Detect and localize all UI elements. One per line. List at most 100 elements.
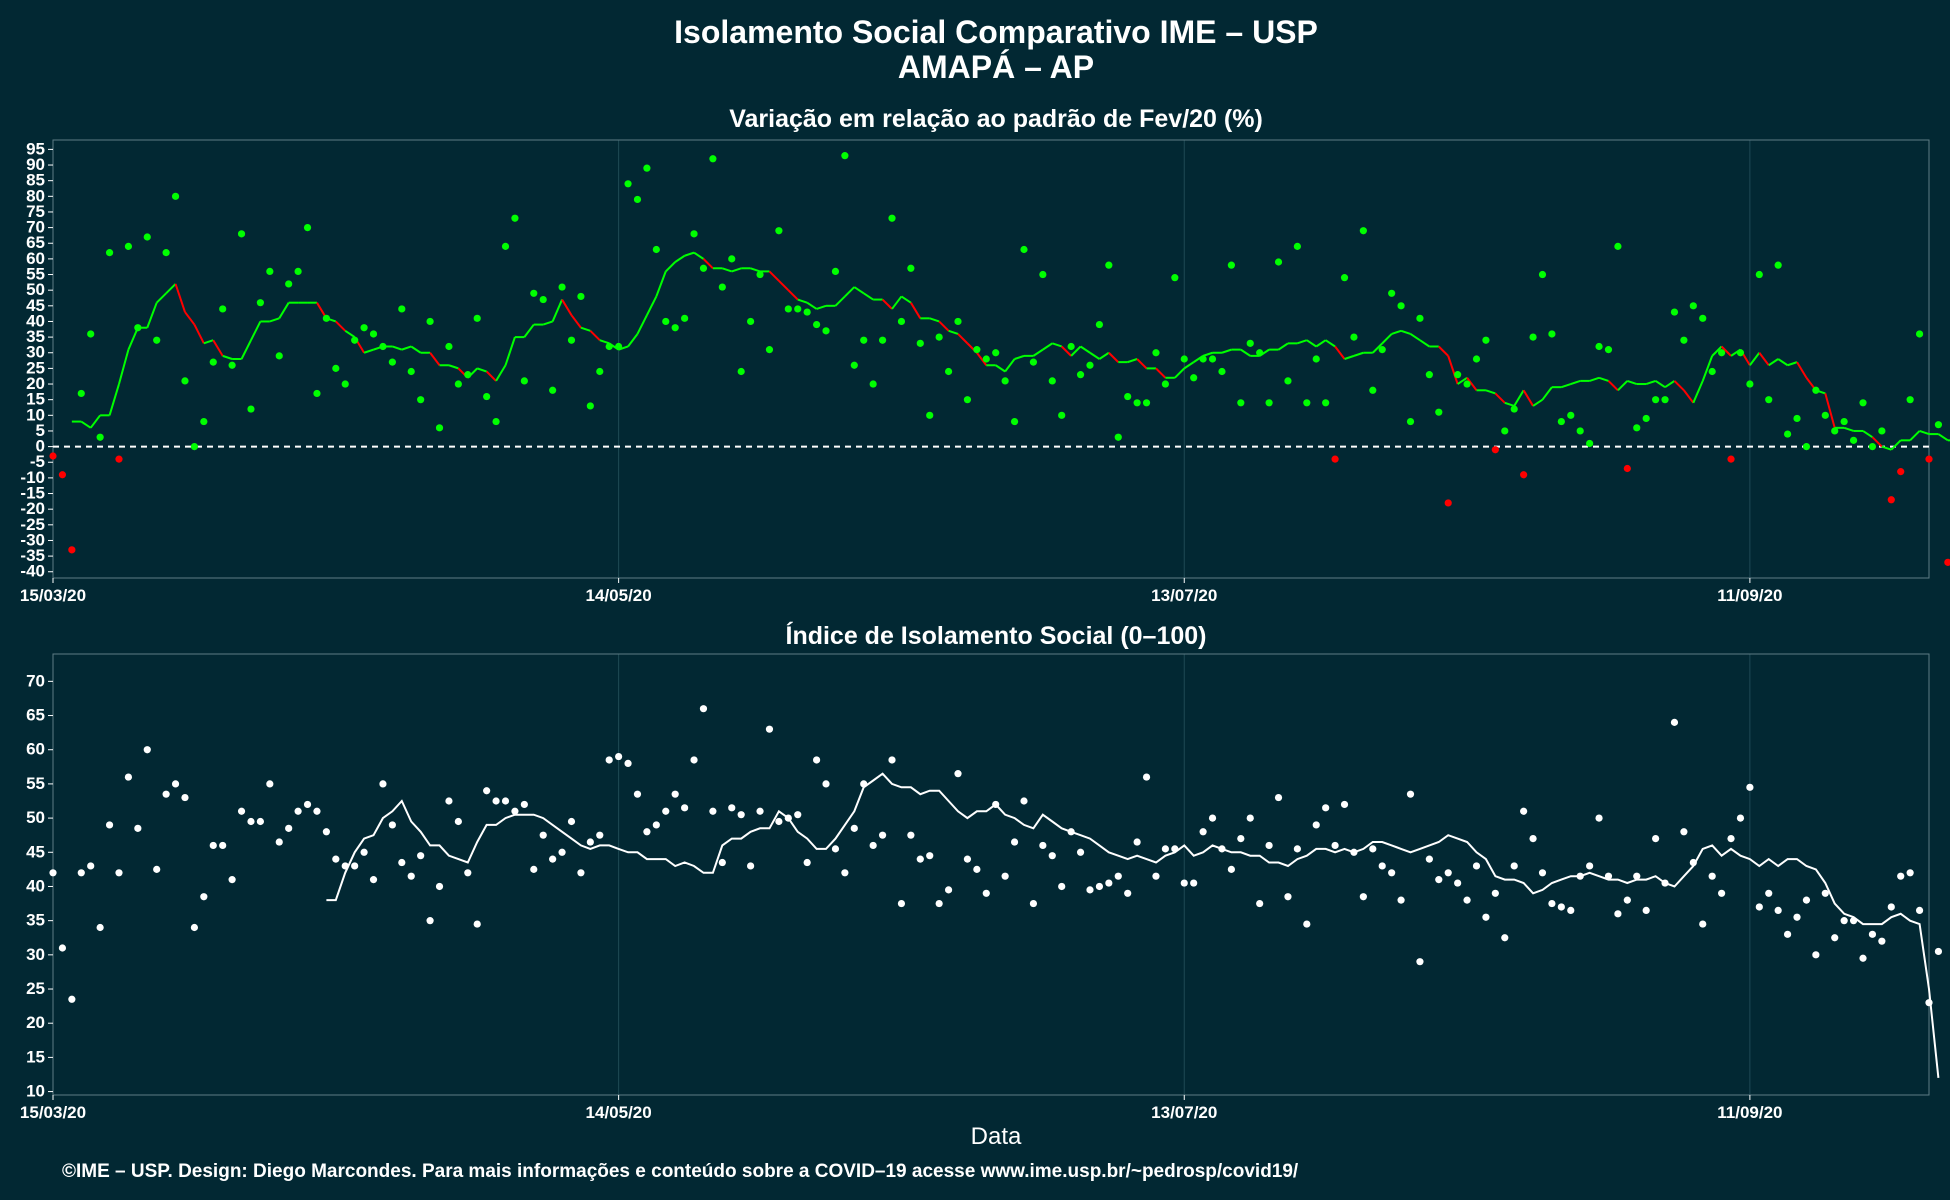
data-point [285, 824, 293, 832]
moving-average-segment [1843, 426, 1854, 432]
moving-average-segment [995, 364, 1006, 373]
moving-average-segment [174, 283, 186, 313]
moving-average-segment [1768, 358, 1779, 367]
x-tick-label: 15/03/20 [20, 586, 86, 605]
data-point [709, 807, 717, 815]
moving-average-segment [957, 333, 969, 345]
data-point [68, 546, 76, 554]
moving-average-segment [1645, 379, 1656, 385]
y-tick-label: 15 [26, 1047, 45, 1066]
data-point [1934, 947, 1943, 956]
data-point [1293, 845, 1301, 853]
y-tick-label: 70 [26, 671, 45, 690]
data-point [520, 377, 528, 385]
data-point [1406, 790, 1415, 798]
moving-average-segment [910, 302, 922, 319]
data-point [1944, 558, 1950, 566]
data-point [775, 817, 783, 826]
data-point [1708, 872, 1716, 880]
moving-average-segment [948, 329, 959, 335]
data-point [1105, 879, 1113, 887]
data-point [1237, 835, 1245, 843]
data-point [822, 780, 830, 788]
data-point [822, 327, 830, 335]
data-point [1868, 930, 1877, 938]
data-point [1331, 455, 1339, 463]
data-point [1010, 838, 1019, 846]
data-point [1736, 349, 1745, 357]
moving-average-segment [778, 280, 790, 291]
moving-average-segment [495, 364, 507, 382]
y-tick-label: 70 [26, 218, 45, 237]
moving-average-segment [1014, 354, 1025, 360]
data-point [850, 361, 858, 369]
data-point [1067, 342, 1075, 351]
data-point [398, 858, 406, 867]
data-point [1416, 314, 1424, 322]
moving-average-segment [1664, 380, 1676, 388]
moving-average-segment [1692, 380, 1704, 404]
y-tick-label: 15 [26, 390, 45, 409]
data-point [1793, 913, 1801, 921]
data-point [530, 289, 538, 297]
data-point [907, 264, 915, 272]
data-point [549, 855, 557, 863]
panel-variation-y-axis: -40-35-30-25-20-15-10-505101520253035404… [20, 139, 53, 581]
y-tick-label: 25 [26, 358, 45, 377]
moving-average-segment [1409, 333, 1421, 342]
data-point [1312, 821, 1320, 829]
data-point [765, 346, 774, 354]
data-point [681, 314, 689, 322]
moving-average-segment [1089, 351, 1100, 360]
data-point [1322, 804, 1330, 812]
data-point [1171, 274, 1179, 282]
moving-average-segment [1183, 361, 1195, 370]
panel-index-y-axis: 10 15 20 25 30 35 40 45 50 55 60 65 70 [26, 671, 53, 1101]
data-point [105, 249, 114, 257]
y-tick-label: 85 [26, 171, 45, 190]
data-point [1661, 879, 1669, 887]
moving-average-segment [674, 254, 686, 263]
moving-average-segment [89, 414, 101, 429]
data-point [483, 787, 491, 795]
data-point [567, 336, 576, 344]
data-point [1161, 380, 1170, 388]
moving-average-segment [1240, 348, 1251, 357]
data-point [398, 305, 406, 313]
data-point [1152, 872, 1160, 880]
moving-average-segment [551, 299, 563, 322]
moving-average-segment [853, 286, 865, 295]
moving-average-segment [212, 339, 224, 357]
moving-average-segment [1777, 358, 1789, 367]
data-point [219, 841, 227, 850]
data-point [831, 845, 840, 853]
panel-index-moving-average [326, 772, 1940, 1079]
moving-average-segment [118, 349, 130, 385]
moving-average-segment [1419, 339, 1430, 348]
data-point [1029, 358, 1038, 366]
data-point [1689, 302, 1697, 310]
moving-average-segment [429, 352, 441, 366]
moving-average-segment [1277, 342, 1289, 351]
data-point [1680, 336, 1688, 344]
panel-index: Índice de Isolamento Social (0–100) 1015… [20, 621, 1943, 1122]
data-point [1312, 355, 1320, 363]
data-point [1755, 270, 1763, 279]
data-point [1048, 377, 1056, 385]
data-point [1218, 845, 1226, 853]
data-point [709, 155, 717, 163]
data-point [1878, 937, 1886, 945]
data-point [1604, 346, 1613, 354]
x-tick-label: 13/07/20 [1151, 1103, 1217, 1122]
data-point [1114, 872, 1122, 880]
main-title: Isolamento Social Comparativo IME – USP [674, 14, 1318, 50]
moving-average-segment [1598, 376, 1609, 382]
data-point [171, 780, 180, 788]
moving-average-segment [1711, 345, 1723, 357]
data-point [1472, 862, 1481, 870]
data-point [624, 759, 632, 767]
data-point [1133, 838, 1141, 846]
moving-average-segment [1060, 345, 1072, 357]
data-point [190, 443, 199, 451]
